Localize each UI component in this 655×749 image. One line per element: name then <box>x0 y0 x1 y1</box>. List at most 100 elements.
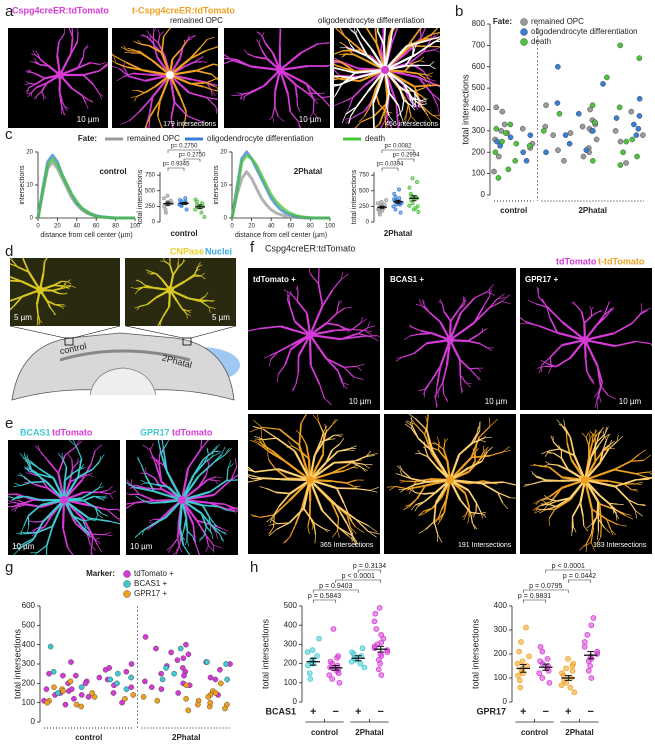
process <box>155 459 165 467</box>
process <box>467 460 483 469</box>
process <box>20 532 27 535</box>
process <box>116 62 128 68</box>
process <box>375 0 376 4</box>
process <box>363 464 371 469</box>
point <box>67 678 74 685</box>
point <box>416 210 421 214</box>
process <box>371 49 386 71</box>
process <box>344 327 349 330</box>
process <box>75 446 83 459</box>
process <box>175 546 180 552</box>
point <box>588 622 595 629</box>
y-tick-label: 200 <box>284 659 298 668</box>
process <box>63 283 67 286</box>
point <box>180 655 187 662</box>
process <box>616 435 623 442</box>
bracket <box>183 158 201 162</box>
process <box>319 431 325 443</box>
process <box>340 271 344 280</box>
process <box>446 41 453 47</box>
process <box>97 545 103 553</box>
process <box>411 477 428 483</box>
process <box>8 493 17 496</box>
process <box>51 499 66 527</box>
process <box>141 482 147 485</box>
process <box>397 126 400 128</box>
process <box>268 529 277 537</box>
point <box>78 684 85 691</box>
process <box>169 69 197 77</box>
process <box>348 28 356 34</box>
process <box>167 546 173 553</box>
process <box>398 105 402 117</box>
process <box>53 311 56 316</box>
count-label: 179 intersections <box>163 121 216 128</box>
legend-label: oligodendrocyte differentiation <box>207 134 314 143</box>
y-tick-label: 800 <box>472 19 486 28</box>
process <box>346 514 351 528</box>
process <box>339 74 359 78</box>
process <box>85 526 89 530</box>
process <box>627 499 639 506</box>
process <box>31 469 40 475</box>
process <box>443 311 452 322</box>
process <box>597 437 605 446</box>
process <box>423 83 429 89</box>
scale-label: 5 µm <box>212 313 230 322</box>
process <box>497 293 505 300</box>
process <box>372 142 373 152</box>
line <box>230 153 330 220</box>
process <box>478 454 485 462</box>
process <box>351 461 364 465</box>
process <box>112 65 120 69</box>
process <box>62 528 69 548</box>
process <box>26 466 33 471</box>
process <box>203 86 213 91</box>
process <box>367 530 377 538</box>
process <box>206 96 218 100</box>
process <box>648 471 652 473</box>
process <box>112 55 115 57</box>
line <box>36 153 135 220</box>
point <box>514 660 521 667</box>
process <box>497 492 504 504</box>
process <box>469 368 477 376</box>
process <box>215 476 222 479</box>
process <box>200 272 205 277</box>
process <box>534 463 540 467</box>
process <box>442 382 445 395</box>
process <box>34 57 37 62</box>
process <box>225 58 236 64</box>
point <box>68 659 74 665</box>
process <box>354 456 367 462</box>
process <box>217 98 218 101</box>
process <box>276 374 279 383</box>
process <box>18 543 24 551</box>
process <box>241 480 247 486</box>
process <box>398 0 401 2</box>
point <box>526 143 533 149</box>
process <box>403 114 407 121</box>
process <box>330 501 340 519</box>
process <box>399 465 404 472</box>
process <box>424 447 429 458</box>
point <box>623 160 629 166</box>
image-title: oligodendrocyte differentiation <box>318 16 425 25</box>
process <box>543 504 548 510</box>
process <box>357 332 371 338</box>
process <box>99 62 107 65</box>
point <box>631 121 637 128</box>
process <box>45 480 65 501</box>
process <box>539 500 552 507</box>
process <box>437 534 443 543</box>
process <box>64 106 68 112</box>
soma <box>56 71 64 79</box>
process <box>346 47 356 52</box>
process <box>372 102 375 128</box>
process <box>251 65 281 72</box>
process <box>137 89 145 94</box>
process <box>187 309 192 312</box>
process <box>591 509 595 531</box>
point <box>581 643 588 650</box>
process <box>603 306 608 316</box>
